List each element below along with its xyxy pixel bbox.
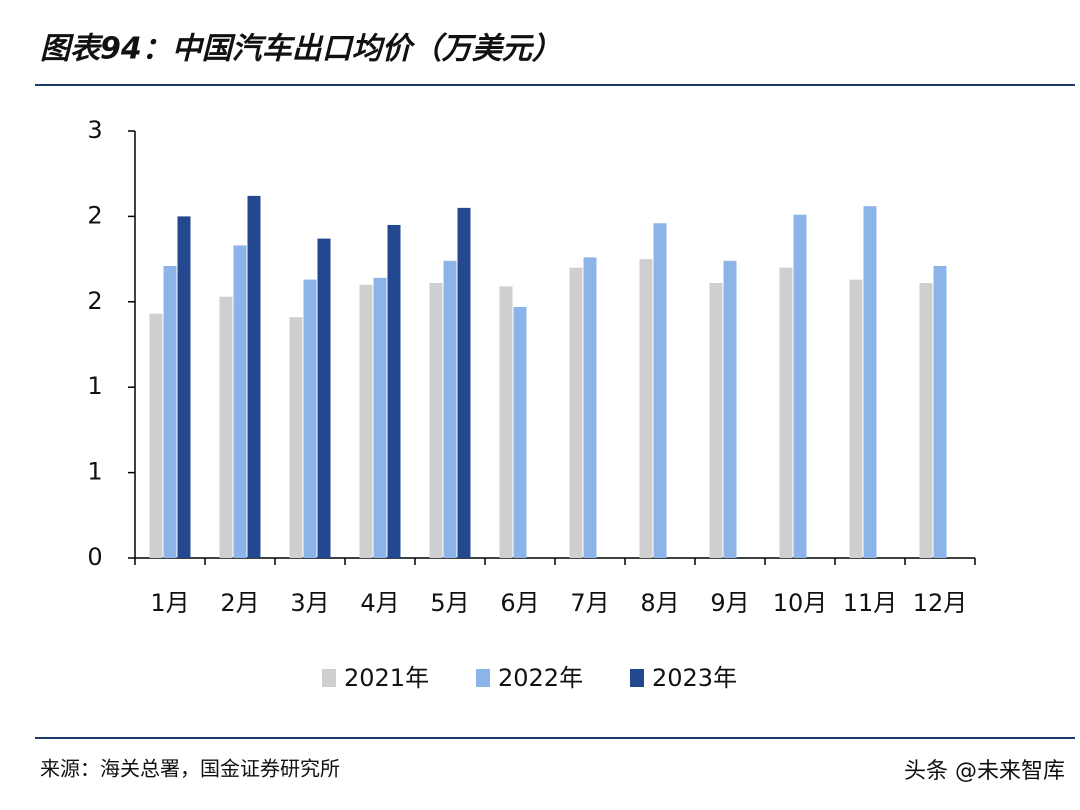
- x-tick-label: 5月: [430, 589, 469, 617]
- x-tick-label: 1月: [150, 589, 189, 617]
- legend-swatch: [630, 669, 644, 687]
- bar: [443, 260, 457, 558]
- bar: [163, 265, 177, 558]
- bar: [289, 317, 303, 558]
- bar: [513, 306, 527, 558]
- legend-swatch: [322, 669, 336, 687]
- bar: [387, 224, 401, 558]
- source: 来源：海关总署，国金证券研究所: [40, 757, 340, 781]
- watermark: 头条 @未来智库: [904, 759, 1065, 784]
- title: 图表94：中国汽车出口均价（万美元）: [40, 32, 562, 67]
- bar: [499, 286, 513, 558]
- x-tick-label: 2月: [220, 589, 259, 617]
- bar: [457, 207, 471, 559]
- x-tick-label: 8月: [640, 589, 679, 617]
- bar: [177, 216, 191, 558]
- x-tick-label: 10月: [773, 589, 828, 617]
- x-tick-label: 4月: [360, 589, 399, 617]
- legend-label: 2023年: [652, 664, 737, 692]
- bar: [653, 223, 667, 558]
- x-tick-label: 3月: [290, 589, 329, 617]
- x-tick-label: 6月: [500, 589, 539, 617]
- bar: [639, 259, 653, 558]
- bar: [233, 245, 247, 558]
- bar: [359, 284, 373, 558]
- x-tick-label: 11月: [843, 589, 898, 617]
- bar: [919, 283, 933, 558]
- bar: [303, 279, 317, 558]
- bar: [149, 313, 163, 558]
- legend-swatch: [476, 669, 490, 687]
- legend-label: 2022年: [498, 664, 583, 692]
- bar: [849, 279, 863, 558]
- bar: [317, 238, 331, 558]
- x-tick-label: 7月: [570, 589, 609, 617]
- bar: [247, 195, 261, 559]
- bar: [429, 283, 443, 558]
- y-tick-label: 2: [87, 287, 102, 315]
- x-tick-label: 12月: [913, 589, 968, 617]
- y-tick-label: 1: [87, 372, 102, 400]
- bar: [779, 267, 793, 558]
- bar: [933, 265, 947, 558]
- y-tick-label: 3: [87, 116, 102, 144]
- bar: [863, 206, 877, 559]
- bar: [793, 214, 807, 558]
- y-tick-label: 0: [87, 543, 102, 571]
- bar: [709, 283, 723, 558]
- bar: [219, 296, 233, 558]
- legend-label: 2021年: [344, 664, 429, 692]
- x-tick-label: 9月: [710, 589, 749, 617]
- bar: [583, 257, 597, 558]
- bar: [569, 267, 583, 558]
- bar: [373, 277, 387, 558]
- bar: [723, 260, 737, 558]
- y-tick-label: 1: [87, 458, 102, 486]
- y-tick-label: 2: [87, 201, 102, 229]
